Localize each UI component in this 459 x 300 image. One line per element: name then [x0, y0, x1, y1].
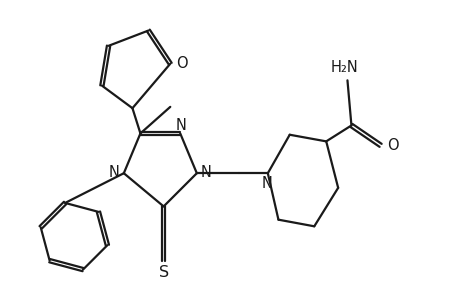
Text: S: S: [158, 265, 168, 280]
Text: N: N: [109, 165, 120, 180]
Text: N: N: [200, 165, 211, 180]
Text: N: N: [175, 118, 186, 133]
Text: O: O: [176, 56, 188, 71]
Text: O: O: [386, 138, 397, 153]
Text: N: N: [261, 176, 272, 191]
Text: H₂N: H₂N: [330, 60, 357, 75]
